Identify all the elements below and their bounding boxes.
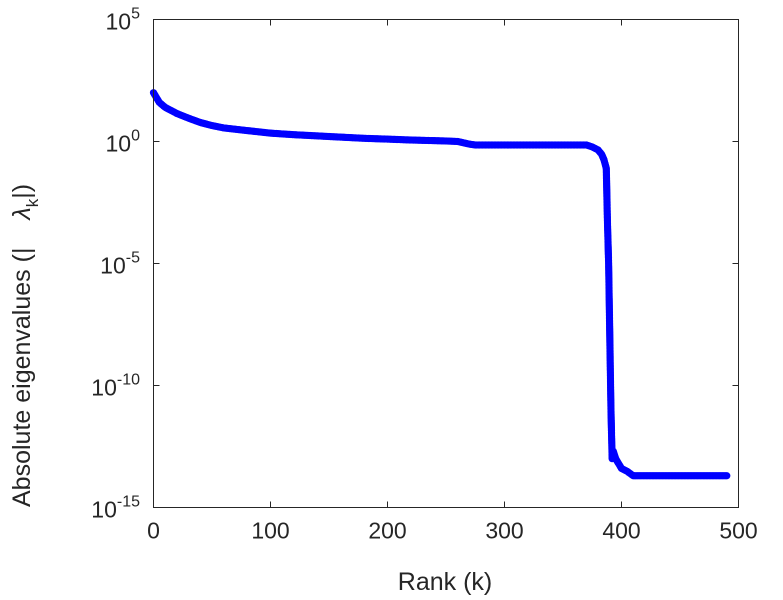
x-tick-label: 300 (485, 518, 523, 544)
y-axis-title-text: Absolute eigenvalues (| (8, 248, 36, 507)
y-tick-label: 100 (106, 128, 141, 157)
x-tick-label: 400 (602, 518, 640, 544)
x-tick-label: 100 (251, 518, 289, 544)
y-tick-label: 105 (106, 6, 141, 35)
y-tick-exponent: 5 (131, 6, 140, 23)
y-tick-exponent: -5 (126, 250, 140, 267)
y-tick-label: 10-5 (100, 250, 140, 279)
data-series (149, 89, 731, 480)
plot-frame (153, 19, 739, 508)
x-tick-label: 200 (368, 518, 406, 544)
y-axis-title: Absolute eigenvalues (| λk|) (8, 184, 42, 507)
y-tick-base: 10 (106, 131, 132, 157)
y-tick-base: 10 (106, 9, 132, 35)
y-tick-label: 10-15 (91, 494, 140, 523)
x-tick-label: 0 (147, 518, 160, 544)
y-tick-base: 10 (91, 375, 117, 401)
y-axis-title-symbol: λ (8, 207, 36, 221)
y-tick-base: 10 (91, 497, 117, 523)
y-axis-title-subscript: k (23, 198, 42, 207)
x-axis: 0 100 200 300 400 500 (147, 19, 758, 544)
y-tick-exponent: -15 (117, 494, 140, 511)
data-point (723, 472, 731, 480)
y-axis-title-close: |) (8, 184, 36, 199)
y-tick-exponent: 0 (131, 128, 140, 145)
y-tick-base: 10 (100, 253, 126, 279)
y-tick-exponent: -10 (117, 372, 140, 389)
x-tick-label: 500 (719, 518, 757, 544)
x-axis-title: Rank (k) (398, 568, 492, 596)
y-tick-label: 10-10 (91, 372, 140, 401)
